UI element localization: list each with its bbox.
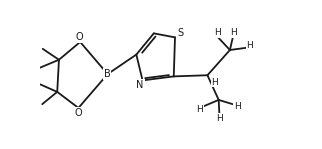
- Text: H: H: [217, 114, 223, 123]
- Text: H: H: [234, 102, 241, 111]
- Text: H: H: [247, 41, 253, 51]
- Text: O: O: [74, 108, 82, 118]
- Text: H: H: [230, 28, 237, 37]
- Text: N: N: [137, 80, 144, 90]
- Text: B: B: [104, 69, 110, 79]
- Text: O: O: [76, 32, 83, 42]
- Text: S: S: [177, 28, 183, 38]
- Text: H: H: [214, 28, 221, 37]
- Text: H: H: [212, 78, 218, 87]
- Text: H: H: [196, 105, 203, 114]
